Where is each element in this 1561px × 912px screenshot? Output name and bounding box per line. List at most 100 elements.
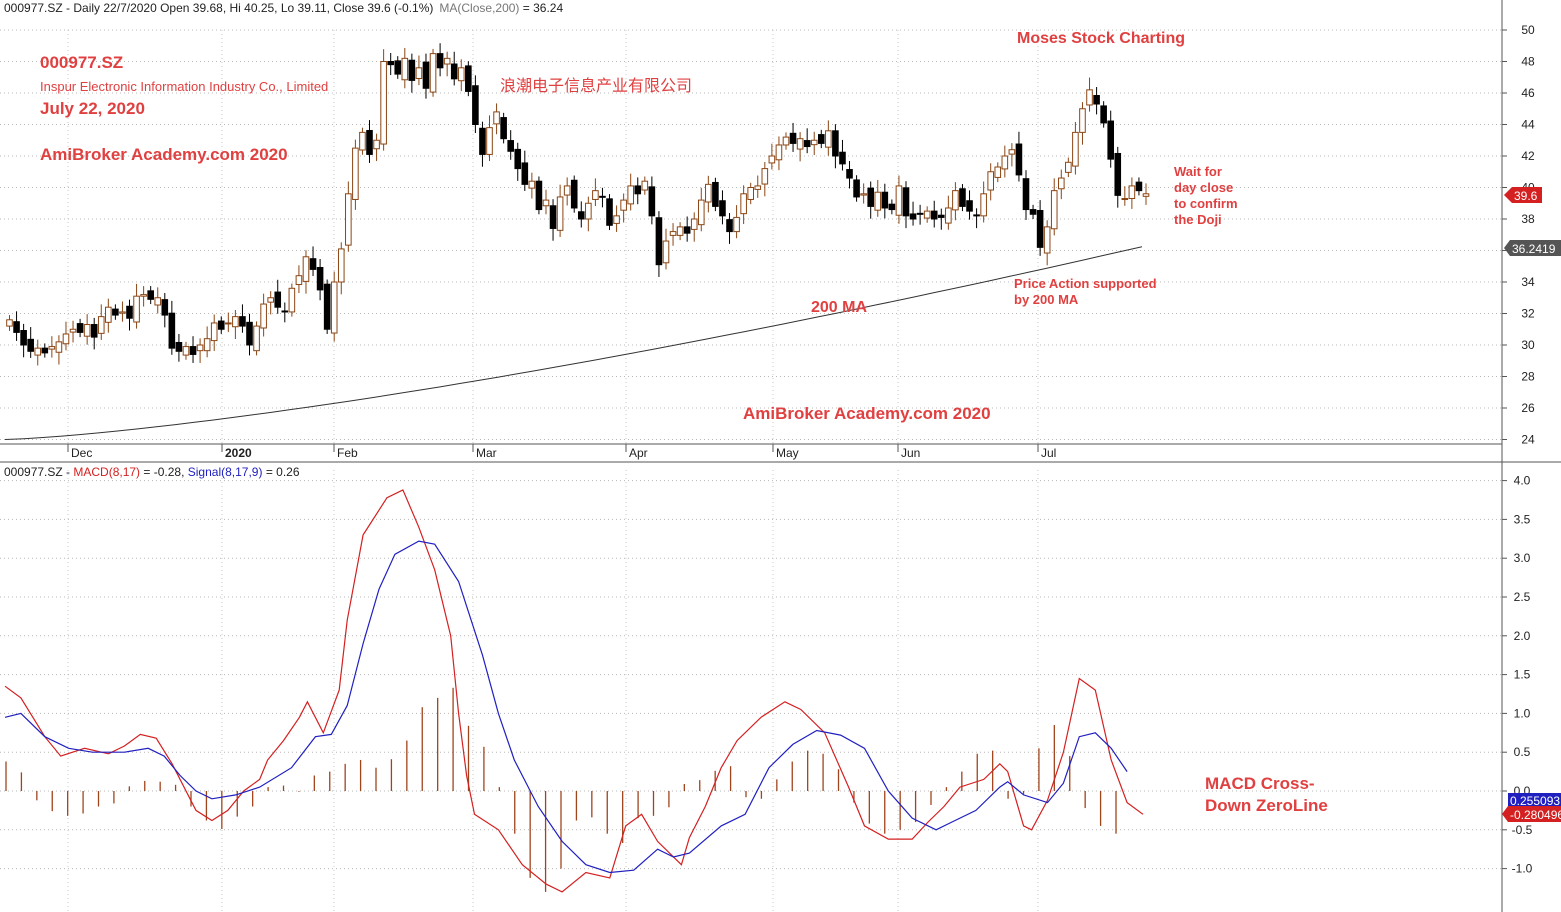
macd-tick-label: 3.0 — [1514, 551, 1531, 565]
wait-line-2: day close — [1174, 180, 1233, 195]
candle-body — [937, 214, 945, 218]
signal-value: = 0.26 — [262, 465, 299, 479]
candle-body — [556, 196, 564, 231]
price-tick-label: 28 — [1521, 370, 1535, 384]
candle — [225, 312, 232, 333]
candle — [1079, 102, 1086, 145]
candle-body — [472, 85, 479, 125]
candle-body — [592, 190, 599, 200]
candle-body — [1079, 108, 1086, 133]
candle-body — [239, 316, 246, 327]
candle — [415, 55, 423, 86]
candle-body — [1121, 198, 1129, 201]
candle — [472, 75, 479, 134]
candle — [203, 326, 211, 358]
candle-body — [916, 212, 924, 215]
candle-body — [323, 283, 331, 330]
candle — [83, 314, 91, 345]
candle — [937, 208, 945, 230]
candle — [655, 211, 663, 277]
candle — [69, 320, 77, 343]
candle — [930, 200, 938, 228]
candle-body — [761, 168, 769, 185]
candle — [860, 183, 867, 204]
price-tick-label: 38 — [1521, 212, 1535, 226]
wait-line-1: Wait for — [1174, 164, 1222, 179]
candle — [973, 208, 980, 229]
candle-body — [874, 191, 882, 211]
candle — [196, 338, 204, 363]
ma200-line — [4, 246, 1143, 440]
candle-body — [909, 213, 917, 220]
candle — [1029, 204, 1037, 219]
last-price-tag: 39.6 — [1504, 187, 1542, 203]
candle-body — [902, 187, 910, 217]
candle-body — [782, 136, 790, 146]
candle-body — [1086, 89, 1093, 106]
candle-body — [705, 183, 712, 203]
candle — [959, 184, 966, 212]
ma-price-tag-text: 36.2419 — [1512, 242, 1556, 256]
candle-body — [161, 299, 169, 316]
candle-body — [316, 267, 324, 291]
candle — [1121, 186, 1129, 206]
candle-body — [232, 316, 239, 328]
candle-body — [274, 291, 282, 308]
candle — [281, 302, 289, 323]
academy-left-annotation: AmiBroker Academy.com 2020 — [40, 145, 288, 164]
candle-body — [1065, 161, 1072, 173]
candle-body — [627, 185, 634, 205]
candle-body — [330, 281, 338, 334]
candle-body — [457, 67, 465, 82]
candle-body — [952, 190, 959, 211]
candle — [450, 51, 458, 86]
candle — [133, 283, 140, 329]
price-header: 000977.SZ - Daily 22/7/2020 Open 39.68, … — [4, 1, 563, 15]
candle — [952, 182, 959, 221]
candle-body — [846, 169, 853, 179]
candle-body — [168, 312, 176, 349]
candle-body — [140, 294, 147, 297]
candle-body — [895, 185, 903, 216]
candle-body — [726, 219, 733, 233]
candle-body — [613, 215, 620, 224]
candle-body — [641, 180, 649, 191]
candle — [634, 177, 642, 205]
candle-body — [514, 148, 522, 170]
candle-body — [133, 295, 140, 323]
candle — [754, 175, 762, 198]
macd-tick-label: -1.0 — [1512, 862, 1533, 876]
candle-body — [1022, 178, 1030, 211]
candle — [585, 196, 592, 232]
macd-tick-label: 0.5 — [1514, 745, 1531, 759]
candle — [55, 335, 63, 365]
candle-body — [648, 186, 656, 217]
candle-body — [309, 258, 317, 270]
candle — [345, 181, 352, 252]
signal-value-tag: 0.255093 — [1508, 793, 1561, 808]
candle — [380, 49, 387, 151]
candle-body — [754, 185, 762, 190]
candle — [436, 43, 444, 77]
candle — [465, 61, 472, 97]
candle-body — [13, 321, 20, 333]
candle — [168, 300, 176, 355]
date-annotation: July 22, 2020 — [40, 99, 145, 118]
candle-body — [105, 306, 112, 323]
candle-body — [662, 240, 670, 264]
academy-center-annotation: AmiBroker Academy.com 2020 — [743, 404, 991, 423]
candle — [1043, 220, 1051, 266]
candle — [1100, 101, 1107, 128]
candle — [175, 333, 183, 362]
ticker-annotation: 000977.SZ — [40, 53, 123, 72]
candle-body — [1057, 177, 1065, 190]
macd-tag-text: -0.280496 — [1510, 808, 1561, 822]
candle — [182, 341, 190, 360]
candle — [97, 304, 105, 340]
candle-body — [796, 138, 804, 150]
candle-body — [634, 185, 642, 195]
month-tick-label: Feb — [337, 446, 358, 460]
candle — [528, 172, 536, 199]
candle — [902, 181, 910, 229]
